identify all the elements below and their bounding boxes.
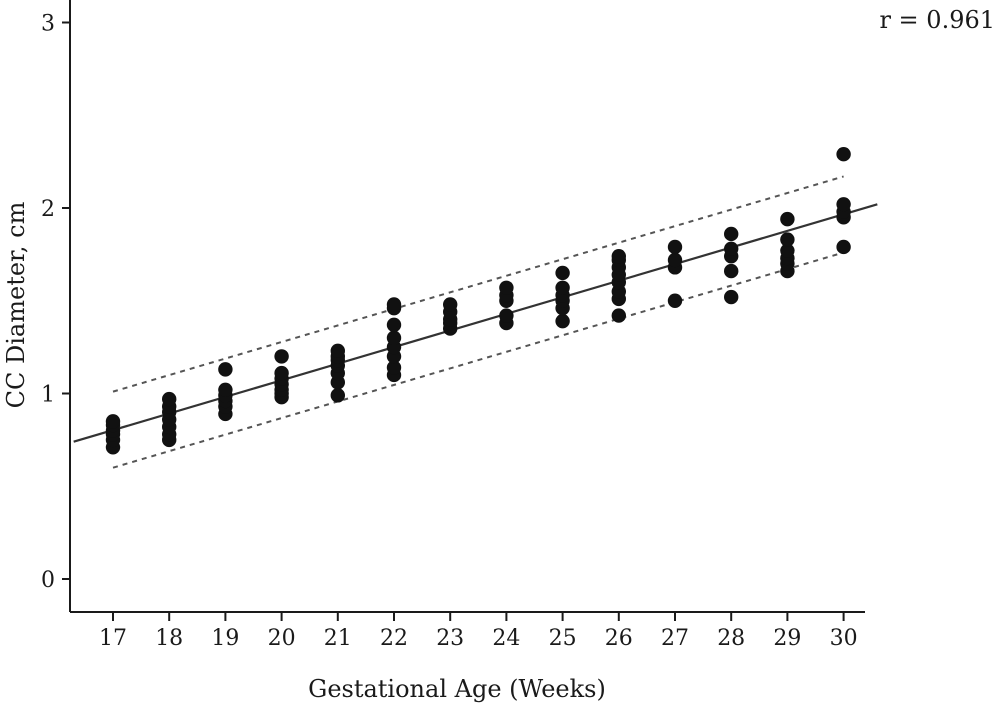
data-point [330, 343, 345, 359]
y-axis-title: CC Diameter, cm [2, 201, 30, 408]
data-point [386, 360, 402, 375]
x-tick-label: 21 [324, 626, 352, 651]
data-point [667, 239, 683, 255]
data-point [499, 280, 514, 295]
data-point [555, 265, 570, 281]
y-tick-label: 1 [41, 383, 55, 408]
data-point [555, 280, 570, 295]
data-point [780, 211, 795, 227]
y-tick-label: 2 [41, 197, 55, 222]
y-tick-label: 3 [41, 12, 55, 37]
x-tick-label: 30 [830, 626, 858, 651]
data-point [386, 317, 402, 333]
data-point [780, 243, 795, 258]
y-axis-ticks: 0 1 2 3 [41, 12, 70, 593]
data-point [274, 365, 289, 381]
data-point [218, 362, 233, 377]
x-tick-label: 18 [155, 626, 183, 651]
y-tick-label: 0 [41, 568, 55, 593]
fit-lines [73, 175, 878, 469]
data-point [555, 313, 570, 329]
data-point [724, 263, 739, 279]
data-point [218, 382, 233, 397]
data-point [724, 289, 739, 305]
x-tick-label: 28 [717, 626, 745, 651]
data-point [667, 293, 683, 308]
correlation-annotation: r = 0.961 [879, 6, 995, 34]
data-point [611, 249, 626, 264]
data-point [780, 232, 795, 247]
x-tick-label: 27 [661, 626, 689, 651]
data-points [105, 147, 851, 455]
x-tick-label: 17 [99, 626, 127, 651]
x-tick-label: 19 [211, 626, 239, 651]
x-tick-label: 20 [268, 626, 296, 651]
regression-line [73, 203, 878, 443]
axes [69, 0, 865, 613]
x-tick-label: 23 [436, 626, 464, 651]
upper-bound-line [112, 175, 844, 393]
data-point [330, 388, 345, 403]
data-point [499, 308, 514, 323]
data-point [836, 239, 851, 255]
data-point [274, 349, 289, 364]
data-point [386, 297, 402, 312]
data-point [667, 252, 683, 268]
data-point [162, 391, 177, 407]
x-tick-label: 26 [605, 626, 633, 651]
data-point [105, 414, 121, 429]
data-point [724, 226, 739, 242]
data-point [836, 197, 851, 212]
x-tick-label: 22 [380, 626, 408, 651]
data-point [386, 330, 402, 346]
x-axis-title: Gestational Age (Weeks) [308, 675, 606, 703]
data-point [724, 241, 739, 257]
lower-bound-line [112, 251, 844, 469]
x-axis-ticks: 17 18 19 20 21 22 23 24 25 26 27 28 29 30 [99, 612, 858, 651]
data-point [836, 147, 851, 162]
x-tick-label: 24 [492, 626, 520, 651]
x-tick-label: 25 [549, 626, 577, 651]
x-tick-label: 29 [773, 626, 801, 651]
data-point [611, 308, 626, 323]
data-point [443, 297, 458, 312]
